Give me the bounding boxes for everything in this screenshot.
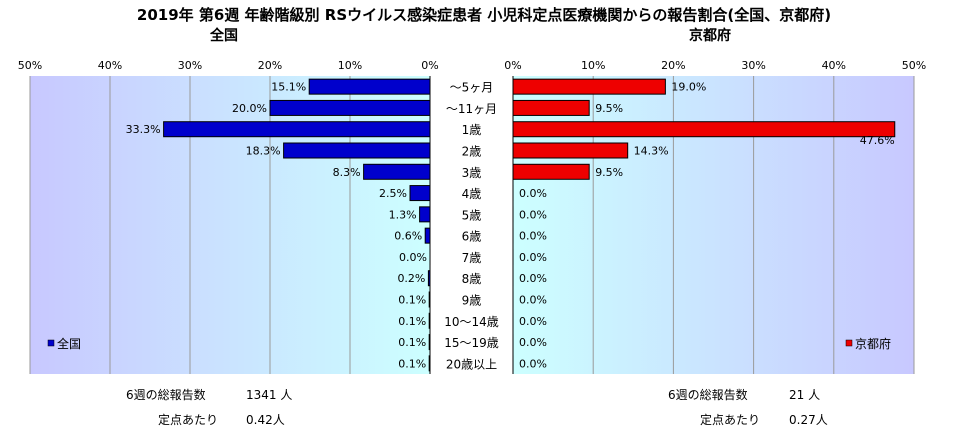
kyoto-tick-label: 40% xyxy=(822,59,846,72)
national-data-label: 15.1% xyxy=(271,81,306,94)
national-tick-label: 30% xyxy=(178,59,202,72)
national-data-label: 0.1% xyxy=(398,315,426,328)
national-data-label: 20.0% xyxy=(232,102,267,115)
kyoto-data-label: 0.0% xyxy=(519,230,547,243)
national-total-value: 1341 人 xyxy=(246,388,293,402)
national-bar xyxy=(269,99,431,116)
national-per-label: 定点あたり xyxy=(158,413,219,427)
national-data-label: 0.1% xyxy=(398,294,426,307)
category-label: 6歳 xyxy=(462,230,482,244)
national-legend-label: 全国 xyxy=(57,336,81,351)
kyoto-bar xyxy=(512,99,590,116)
kyoto-subtitle: 京都府 xyxy=(689,28,731,44)
national-legend-swatch xyxy=(47,339,55,347)
kyoto-tick-label: 10% xyxy=(581,59,605,72)
national-data-label: 0.1% xyxy=(398,357,426,370)
category-label: ～11ヶ月 xyxy=(446,102,497,116)
kyoto-data-label: 0.0% xyxy=(519,336,547,349)
national-bar xyxy=(424,227,431,244)
kyoto-data-label: 0.0% xyxy=(519,272,547,285)
chart-title: 2019年 第6週 年齢階級別 RSウイルス感染症患者 小児科定点医療機関からの… xyxy=(136,6,832,24)
kyoto-data-label: 14.3% xyxy=(634,145,669,158)
kyoto-tick-label: 0% xyxy=(504,59,521,72)
kyoto-bar xyxy=(512,163,590,180)
national-data-label: 0.0% xyxy=(399,251,427,264)
national-total-label: 6週の総報告数 xyxy=(126,388,206,402)
category-label: 8歳 xyxy=(462,272,482,286)
kyoto-legend-swatch xyxy=(845,339,853,347)
kyoto-tick-label: 20% xyxy=(661,59,685,72)
national-data-label: 1.3% xyxy=(389,208,417,221)
kyoto-data-label: 47.6% xyxy=(860,134,895,147)
national-tick-label: 40% xyxy=(98,59,122,72)
national-subtitle: 全国 xyxy=(210,28,238,44)
kyoto-bar xyxy=(512,121,896,138)
kyoto-data-label: 0.0% xyxy=(519,357,547,370)
national-bar xyxy=(409,185,431,202)
kyoto-data-label: 9.5% xyxy=(595,166,623,179)
national-bar xyxy=(363,163,431,180)
national-bar xyxy=(419,206,431,223)
kyoto-data-label: 9.5% xyxy=(595,102,623,115)
category-label: 10～14歳 xyxy=(444,315,499,329)
kyoto-total-label: 6週の総報告数 xyxy=(668,388,748,402)
category-label: 20歳以上 xyxy=(446,357,497,371)
kyoto-per-value: 0.27人 xyxy=(789,413,828,427)
category-label: ～5ヶ月 xyxy=(450,81,494,95)
national-tick-label: 10% xyxy=(338,59,362,72)
kyoto-bar xyxy=(512,142,629,159)
national-bar xyxy=(427,270,431,287)
national-bar xyxy=(428,291,431,308)
national-bar xyxy=(308,78,431,95)
national-data-label: 8.3% xyxy=(333,166,361,179)
kyoto-plot-area xyxy=(513,76,914,374)
kyoto-tick-label: 50% xyxy=(902,59,926,72)
kyoto-per-label: 定点あたり xyxy=(700,413,761,427)
category-label: 1歳 xyxy=(462,123,482,137)
national-bar xyxy=(163,121,431,138)
category-label: 5歳 xyxy=(462,208,482,222)
national-bar xyxy=(283,142,431,159)
kyoto-tick-label: 30% xyxy=(741,59,765,72)
national-data-label: 2.5% xyxy=(379,187,407,200)
category-label: 7歳 xyxy=(462,251,482,265)
national-per-value: 0.42人 xyxy=(246,413,285,427)
kyoto-data-label: 0.0% xyxy=(519,315,547,328)
kyoto-data-label: 0.0% xyxy=(519,208,547,221)
kyoto-data-label: 19.0% xyxy=(671,81,706,94)
kyoto-data-label: 0.0% xyxy=(519,187,547,200)
category-label: 9歳 xyxy=(462,294,482,308)
national-data-label: 0.1% xyxy=(398,336,426,349)
category-label: 15～19歳 xyxy=(444,336,499,350)
category-label: 3歳 xyxy=(462,166,482,180)
kyoto-legend-label: 京都府 xyxy=(855,336,891,351)
kyoto-data-label: 0.0% xyxy=(519,294,547,307)
kyoto-total-value: 21 人 xyxy=(789,388,821,402)
national-data-label: 18.3% xyxy=(246,145,281,158)
national-bar xyxy=(428,312,431,329)
category-label: 4歳 xyxy=(462,187,482,201)
national-data-label: 33.3% xyxy=(126,123,161,136)
national-tick-label: 50% xyxy=(18,59,42,72)
national-tick-label: 20% xyxy=(258,59,282,72)
national-tick-label: 0% xyxy=(421,59,438,72)
kyoto-data-label: 0.0% xyxy=(519,251,547,264)
national-bar xyxy=(428,355,431,372)
national-data-label: 0.6% xyxy=(394,230,422,243)
kyoto-bar xyxy=(512,78,666,95)
national-data-label: 0.2% xyxy=(397,272,425,285)
national-plot-area xyxy=(30,76,430,374)
national-bar xyxy=(428,334,431,351)
category-label: 2歳 xyxy=(462,145,482,159)
